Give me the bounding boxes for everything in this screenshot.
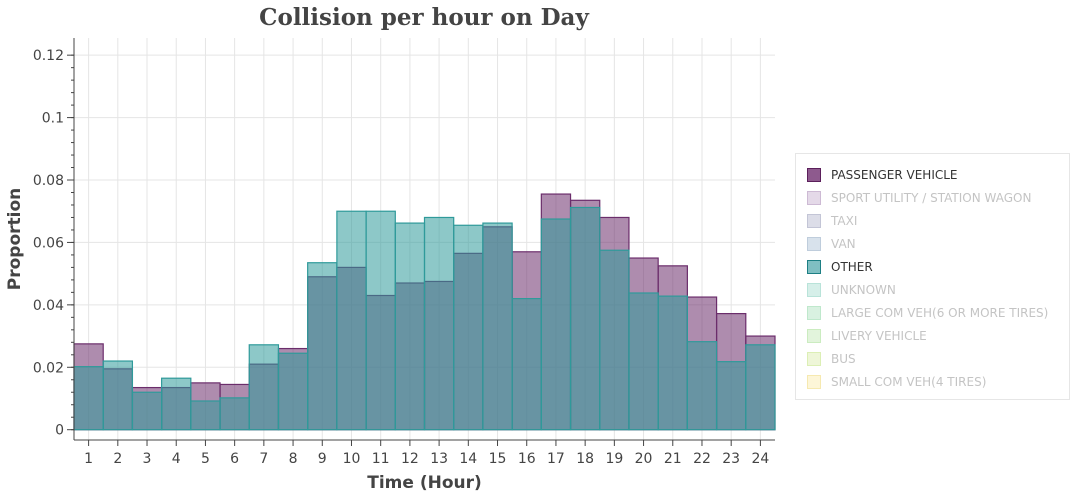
x-tick-label: 6	[230, 451, 239, 467]
x-tick-label: 23	[722, 451, 740, 467]
x-tick-label: 7	[259, 451, 268, 467]
legend-swatch	[807, 305, 821, 320]
x-tick-label: 4	[172, 451, 181, 467]
legend-swatch	[807, 374, 821, 389]
x-tick-label: 19	[605, 451, 623, 467]
legend-item[interactable]: LARGE COM VEH(6 OR MORE TIRES)	[796, 301, 1069, 324]
legend-label: SPORT UTILITY / STATION WAGON	[831, 190, 1032, 205]
chart-title: Collision per hour on Day	[259, 4, 589, 31]
bar-series-1-hour-9	[307, 262, 338, 431]
x-tick-label: 1	[84, 451, 93, 467]
bar-series-1-hour-15	[482, 222, 513, 431]
bar-series-1-hour-8	[277, 352, 309, 431]
bar-series-1-hour-7	[248, 344, 280, 431]
legend-item[interactable]: SPORT UTILITY / STATION WAGON	[796, 186, 1069, 209]
x-tick-label: 22	[693, 451, 711, 467]
bar-series-1-hour-6	[219, 397, 250, 431]
legend-label: SMALL COM VEH(4 TIRES)	[831, 374, 987, 389]
y-tick-label: 0.08	[33, 173, 64, 189]
bar-series-1-hour-18	[569, 206, 601, 431]
x-tick-label: 16	[518, 451, 536, 467]
legend-label: TAXI	[831, 213, 858, 228]
bar-series-1-hour-17	[540, 218, 572, 431]
legend-swatch	[807, 213, 821, 228]
x-tick-label: 3	[143, 451, 152, 467]
x-tick-label: 8	[289, 451, 298, 467]
bar-series-1-hour-24	[745, 344, 776, 431]
y-tick-label: 0.04	[33, 298, 64, 314]
legend-label: OTHER	[831, 259, 873, 274]
bar-series-1-hour-2	[102, 360, 134, 431]
y-tick-label: 0.06	[33, 235, 64, 251]
legend-item[interactable]: UNKNOWN	[796, 278, 1069, 301]
legend-item[interactable]: LIVERY VEHICLE	[796, 324, 1069, 347]
legend-item[interactable]: SMALL COM VEH(4 TIRES)	[796, 370, 1069, 393]
legend-item[interactable]: OTHER	[796, 255, 1069, 278]
legend-swatch	[807, 259, 821, 274]
legend-label: LIVERY VEHICLE	[831, 328, 927, 343]
y-tick-label: 0.1	[42, 111, 64, 127]
x-axis-label: Time (Hour)	[367, 473, 482, 493]
bar-series-1-hour-21	[657, 295, 688, 431]
legend-label: BUS	[831, 351, 856, 366]
bar-series-1-hour-3	[131, 391, 163, 431]
y-tick-label: 0.12	[33, 48, 64, 64]
legend-label: UNKNOWN	[831, 282, 896, 297]
x-tick-label: 9	[318, 451, 327, 467]
bar-series-1-hour-4	[161, 377, 192, 431]
bar-series-1-hour-23	[715, 361, 747, 431]
legend-label: VAN	[831, 236, 856, 251]
x-tick-label: 17	[547, 451, 565, 467]
legend-item[interactable]: TAXI	[796, 209, 1069, 232]
x-tick-label: 12	[401, 451, 419, 467]
legend-item[interactable]: BUS	[796, 347, 1069, 370]
x-tick-label: 10	[343, 451, 361, 467]
bar-series-1-hour-16	[511, 298, 542, 431]
bar-series-1-hour-12	[394, 222, 426, 431]
bar-series-1-hour-11	[365, 210, 396, 431]
y-tick-label: 0	[55, 423, 64, 439]
y-tick-label: 0.02	[33, 360, 64, 376]
x-tick-label: 21	[664, 451, 682, 467]
x-tick-label: 11	[372, 451, 390, 467]
x-tick-label: 15	[489, 451, 507, 467]
legend-swatch	[807, 351, 821, 366]
bar-series-1-hour-5	[190, 400, 221, 431]
legend-swatch	[807, 236, 821, 251]
bar-series-1-hour-19	[599, 249, 630, 431]
bar-series-1-hour-20	[628, 292, 659, 431]
legend-swatch	[807, 167, 821, 182]
axes: 00.020.040.060.080.10.121 2 3 4 5 6 7 8 9 10 11 12 1…	[33, 38, 775, 467]
x-tick-label: 18	[576, 451, 594, 467]
x-tick-label: 2	[113, 451, 122, 467]
bar-series-1-hour-14	[453, 224, 484, 431]
legend-swatch	[807, 328, 821, 343]
legend-label: LARGE COM VEH(6 OR MORE TIRES)	[831, 305, 1049, 320]
legend: PASSENGER VEHICLE SPORT UTILITY / STATION…	[795, 153, 1070, 400]
x-tick-label: 5	[201, 451, 210, 467]
legend-swatch	[807, 190, 821, 205]
x-tick-label: 20	[635, 451, 653, 467]
legend-item[interactable]: VAN	[796, 232, 1069, 255]
bar-series-1-hour-22	[686, 341, 718, 431]
x-tick-label: 14	[459, 451, 477, 467]
bars	[73, 193, 776, 431]
bar-series-1-hour-1	[73, 366, 104, 431]
legend-swatch	[807, 282, 821, 297]
legend-label: PASSENGER VEHICLE	[831, 167, 958, 182]
legend-item[interactable]: PASSENGER VEHICLE	[796, 163, 1069, 186]
bar-series-1-hour-10	[336, 210, 367, 431]
x-tick-label: 24	[751, 451, 769, 467]
y-axis-label: Proportion	[5, 188, 25, 291]
x-tick-label: 13	[430, 451, 448, 467]
bar-series-1-hour-13	[423, 216, 455, 431]
